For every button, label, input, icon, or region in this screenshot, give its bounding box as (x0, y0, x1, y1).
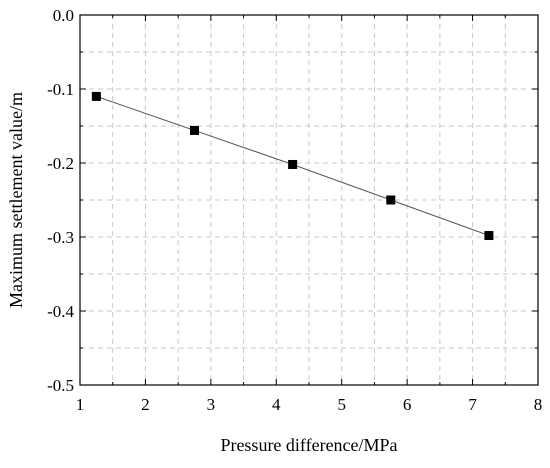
series-layer (91, 91, 494, 241)
data-point-marker (190, 125, 199, 135)
x-tick-label: 3 (207, 395, 216, 414)
x-tick-label: 2 (141, 395, 150, 414)
data-point-marker (484, 231, 494, 241)
ticks-layer: 1 2 3 4 5 6 7 8 0.0 -0.1 -0.2 -0.3 -0.4 -0.5 (47, 6, 542, 414)
data-point-marker (91, 91, 101, 101)
x-tick-label: 4 (272, 395, 281, 414)
grid-layer (80, 15, 538, 385)
x-tick-label: 7 (468, 395, 477, 414)
data-point-marker (386, 195, 396, 205)
x-tick-label: 5 (337, 395, 346, 414)
x-tick-label: 6 (403, 395, 412, 414)
x-tick-label: 1 (76, 395, 85, 414)
data-point-marker (288, 159, 298, 169)
y-tick-label: -0.3 (47, 228, 74, 247)
y-tick-label: -0.2 (47, 154, 74, 173)
y-tick-label: -0.4 (47, 302, 74, 321)
y-tick-label: 0.0 (53, 6, 74, 25)
y-axis-title: Maximum settlement value/m (6, 92, 26, 308)
x-tick-label: 8 (534, 395, 543, 414)
y-tick-label: -0.1 (47, 80, 74, 99)
y-tick-label: -0.5 (47, 376, 74, 395)
x-axis-title: Pressure difference/MPa (220, 435, 397, 455)
